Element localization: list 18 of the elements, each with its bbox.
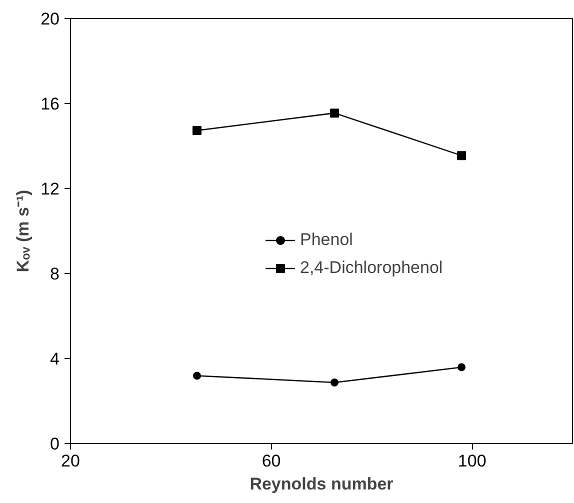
point xyxy=(330,108,340,118)
point xyxy=(458,363,466,372)
y-tick-label: 12 xyxy=(40,180,60,198)
point xyxy=(330,378,339,387)
legend-label: Phenol xyxy=(300,230,353,250)
x-tick-label: 60 xyxy=(262,452,281,470)
point xyxy=(457,151,466,160)
y-tick-label: 16 xyxy=(40,94,60,114)
legend-label: 2,4-Dichlorophenol xyxy=(300,258,443,278)
x-tick-label: 100 xyxy=(458,452,486,470)
y-tick-label: 20 xyxy=(40,10,60,28)
point xyxy=(193,372,202,380)
y-tick-label: 4 xyxy=(50,350,60,368)
x-axis-title: Reynolds number xyxy=(250,474,394,494)
y-tick-label: 0 xyxy=(50,434,60,454)
y-tick-label: 8 xyxy=(50,264,60,284)
y-axis-title: Kₒᵥ (m s⁻¹) xyxy=(14,190,33,272)
point xyxy=(192,126,202,135)
